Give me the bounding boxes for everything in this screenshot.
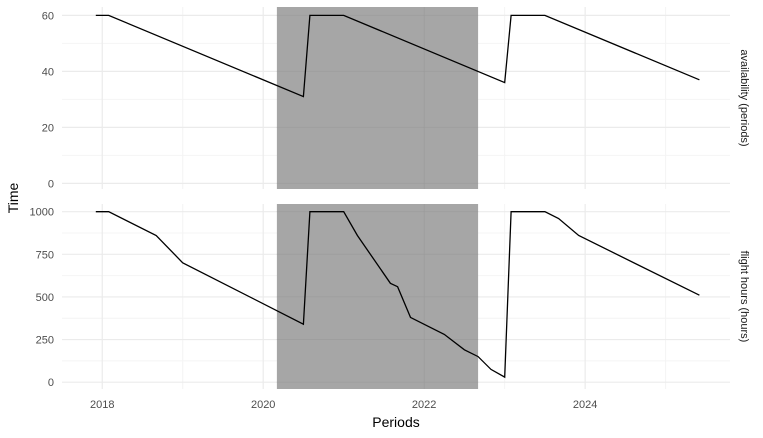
panel-bottom-y-tick-labels: 0 250 500 750 1000 bbox=[30, 207, 54, 390]
y-tick-label: 0 bbox=[48, 377, 54, 389]
x-tick-label: 2020 bbox=[251, 399, 275, 411]
y-tick-label: 750 bbox=[36, 249, 54, 261]
x-tick-label: 2018 bbox=[90, 399, 114, 411]
y-tick-label: 0 bbox=[48, 178, 54, 190]
y-tick-label: 500 bbox=[36, 292, 54, 304]
x-tick-label: 2024 bbox=[573, 399, 597, 411]
y-tick-label: 1000 bbox=[30, 207, 54, 219]
x-tick-labels: 2018 2020 2022 2024 bbox=[90, 399, 597, 411]
y-tick-label: 40 bbox=[42, 66, 54, 78]
panel-top: 0 20 40 60 availability (periods) bbox=[42, 7, 750, 190]
panel-bottom: 0 250 500 750 1000 flight hours (hours) bbox=[30, 204, 750, 389]
panel-top-y-tick-labels: 0 20 40 60 bbox=[42, 10, 54, 190]
panel-top-series-line bbox=[95, 14, 700, 98]
panel-bottom-strip-label: flight hours (hours) bbox=[738, 251, 750, 343]
x-axis-title: Periods bbox=[372, 414, 419, 430]
y-tick-label: 250 bbox=[36, 335, 54, 347]
panel-top-strip-label: availability (periods) bbox=[738, 49, 750, 146]
y-tick-label: 60 bbox=[42, 10, 54, 22]
y-tick-label: 20 bbox=[42, 122, 54, 134]
y-axis-title: Time bbox=[5, 182, 21, 213]
panel-top-shaded-region bbox=[276, 7, 479, 189]
panel-bottom-series-line bbox=[95, 211, 700, 379]
x-tick-label: 2022 bbox=[412, 399, 436, 411]
